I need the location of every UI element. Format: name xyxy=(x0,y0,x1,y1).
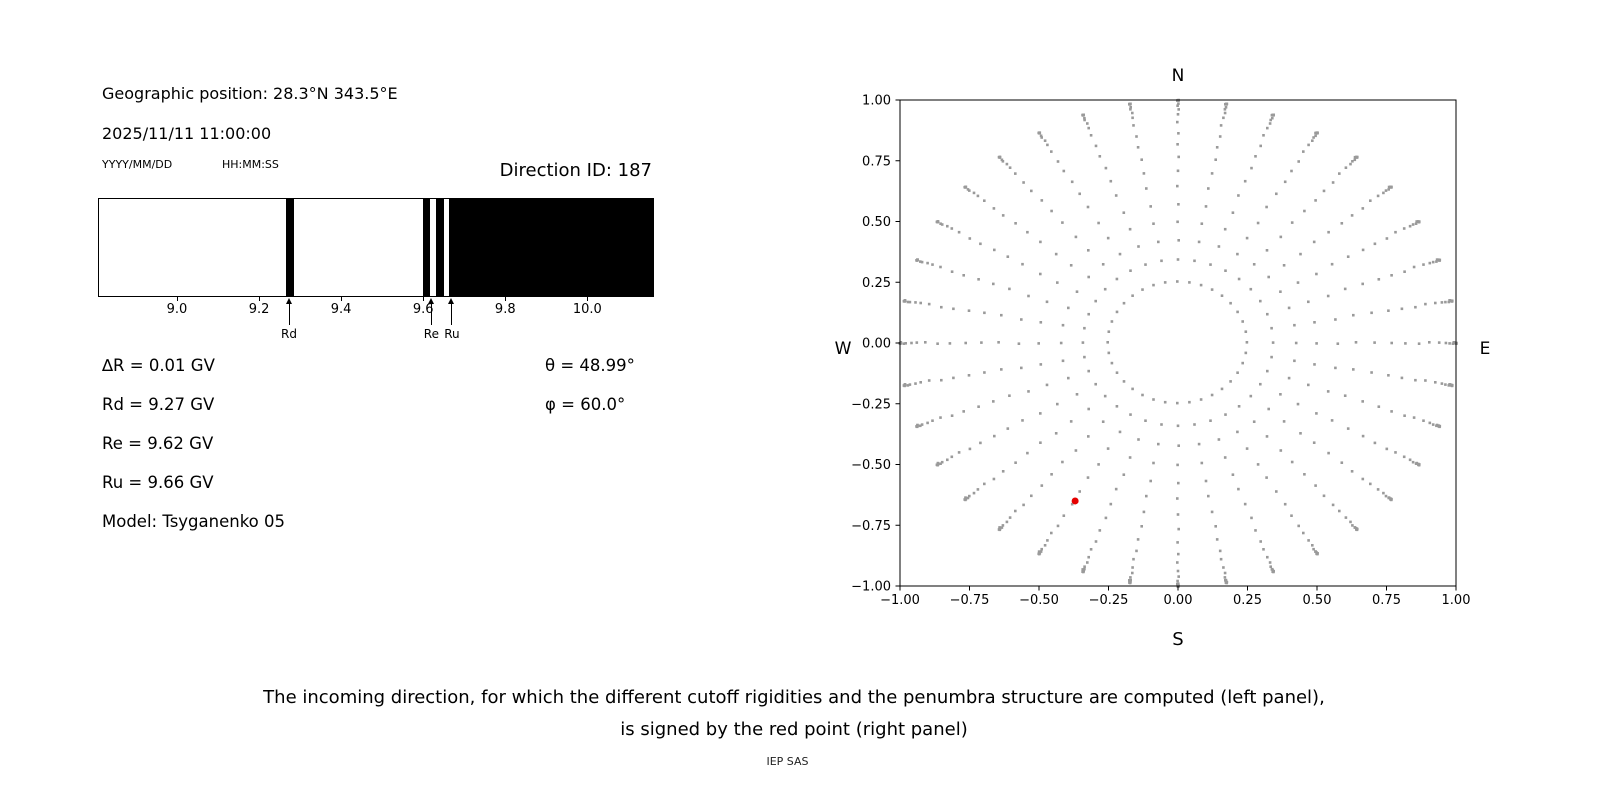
penumbra-plot xyxy=(98,198,654,297)
x-tick-label: 9.2 xyxy=(248,302,270,317)
credit-label: IEP SAS xyxy=(766,755,809,768)
arrow-up-icon xyxy=(285,298,292,304)
x-tick-label: 9.4 xyxy=(330,302,352,317)
arrow-label: Rd xyxy=(281,327,297,341)
x-tick xyxy=(176,297,178,301)
x-tick-label: −0.25 xyxy=(1089,593,1129,608)
y-tick-label: −1.00 xyxy=(851,580,891,595)
gray-direction-dots xyxy=(898,98,1458,588)
time-format-label: HH:MM:SS xyxy=(222,158,279,171)
y-tick-label: −0.50 xyxy=(851,458,891,473)
ru-value: Ru = 9.66 GV xyxy=(102,473,214,492)
red-incoming-direction-point xyxy=(1071,497,1079,505)
theta-value: θ = 48.99° xyxy=(545,356,635,375)
compass-west-label: W xyxy=(835,339,852,359)
x-tick-label: 1.00 xyxy=(1442,593,1471,608)
arrow-stem xyxy=(451,302,453,325)
x-tick xyxy=(505,297,507,301)
penumbra-axis: 9.0 9.2 9.4 9.6 9.8 10.0 xyxy=(99,297,653,319)
y-tick-label: −0.25 xyxy=(851,397,891,412)
x-tick-label: −0.50 xyxy=(1019,593,1059,608)
penumbra-arrows: Rd Re Ru xyxy=(99,298,653,350)
rd-value: Rd = 9.27 GV xyxy=(102,395,215,414)
x-tick-label: 9.8 xyxy=(494,302,516,317)
y-tick-label: 0.50 xyxy=(862,215,891,230)
direction-plot: −1.00 −0.75 −0.50 −0.25 0.00 0.25 0.50 0.75 1.00… xyxy=(835,66,1491,650)
arrow-label: Re xyxy=(423,327,439,341)
caption-line1: The incoming direction, for which the di… xyxy=(263,687,1325,708)
compass-north-label: N xyxy=(1172,66,1185,86)
penumbra-band xyxy=(436,199,444,296)
plot-frame xyxy=(899,99,1457,587)
x-tick-label: 9.0 xyxy=(166,302,188,317)
x-tick-label: 0.75 xyxy=(1372,593,1401,608)
x-tick-label: 0.50 xyxy=(1303,593,1332,608)
arrow-stem xyxy=(288,302,290,325)
compass-south-label: S xyxy=(1172,629,1183,650)
x-tick xyxy=(423,297,425,301)
arrow-label: Ru xyxy=(444,327,460,341)
y-tick-label: −0.75 xyxy=(851,519,891,534)
x-tick-label: 0.25 xyxy=(1233,593,1262,608)
model-label: Model: Tsyganenko 05 xyxy=(102,512,286,531)
arrow-up-icon xyxy=(427,298,434,304)
penumbra-band xyxy=(423,199,431,296)
penumbra-band xyxy=(449,199,653,296)
date-format-label: YYYY/MM/DD xyxy=(102,158,173,171)
y-tick-label: 0.00 xyxy=(862,337,891,352)
x-tick-label: −1.00 xyxy=(880,593,920,608)
geographic-position: Geographic position: 28.3°N 343.5°E xyxy=(102,84,398,103)
phi-value: φ = 60.0° xyxy=(545,395,626,414)
x-tick-label: −0.75 xyxy=(950,593,990,608)
arrow-stem xyxy=(430,302,432,325)
caption-line2: is signed by the red point (right panel) xyxy=(620,719,968,740)
x-tick xyxy=(259,297,261,301)
arrow-up-icon xyxy=(448,298,455,304)
x-tick-label: 9.6 xyxy=(412,302,434,317)
re-value: Re = 9.62 GV xyxy=(102,434,214,453)
direction-id-label: Direction ID: 187 xyxy=(499,160,652,181)
x-tick xyxy=(341,297,343,301)
y-tick-label: 0.75 xyxy=(862,154,891,169)
x-tick xyxy=(587,297,589,301)
x-tick-label: 10.0 xyxy=(572,302,602,317)
penumbra-band xyxy=(286,199,295,296)
datetime-value: 2025/11/11 11:00:00 xyxy=(102,124,272,143)
x-tick-label: 0.00 xyxy=(1164,593,1193,608)
delta-r-value: ∆R = 0.01 GV xyxy=(102,356,215,375)
y-tick-label: 0.25 xyxy=(862,276,891,291)
y-tick-label: 1.00 xyxy=(862,94,891,109)
compass-east-label: E xyxy=(1480,339,1491,359)
